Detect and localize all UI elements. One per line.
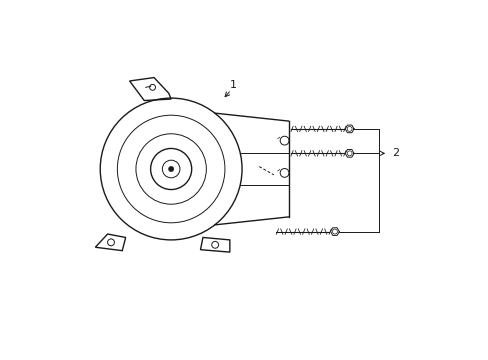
- Text: 1: 1: [230, 80, 237, 90]
- Circle shape: [168, 166, 174, 172]
- Text: 2: 2: [392, 148, 399, 158]
